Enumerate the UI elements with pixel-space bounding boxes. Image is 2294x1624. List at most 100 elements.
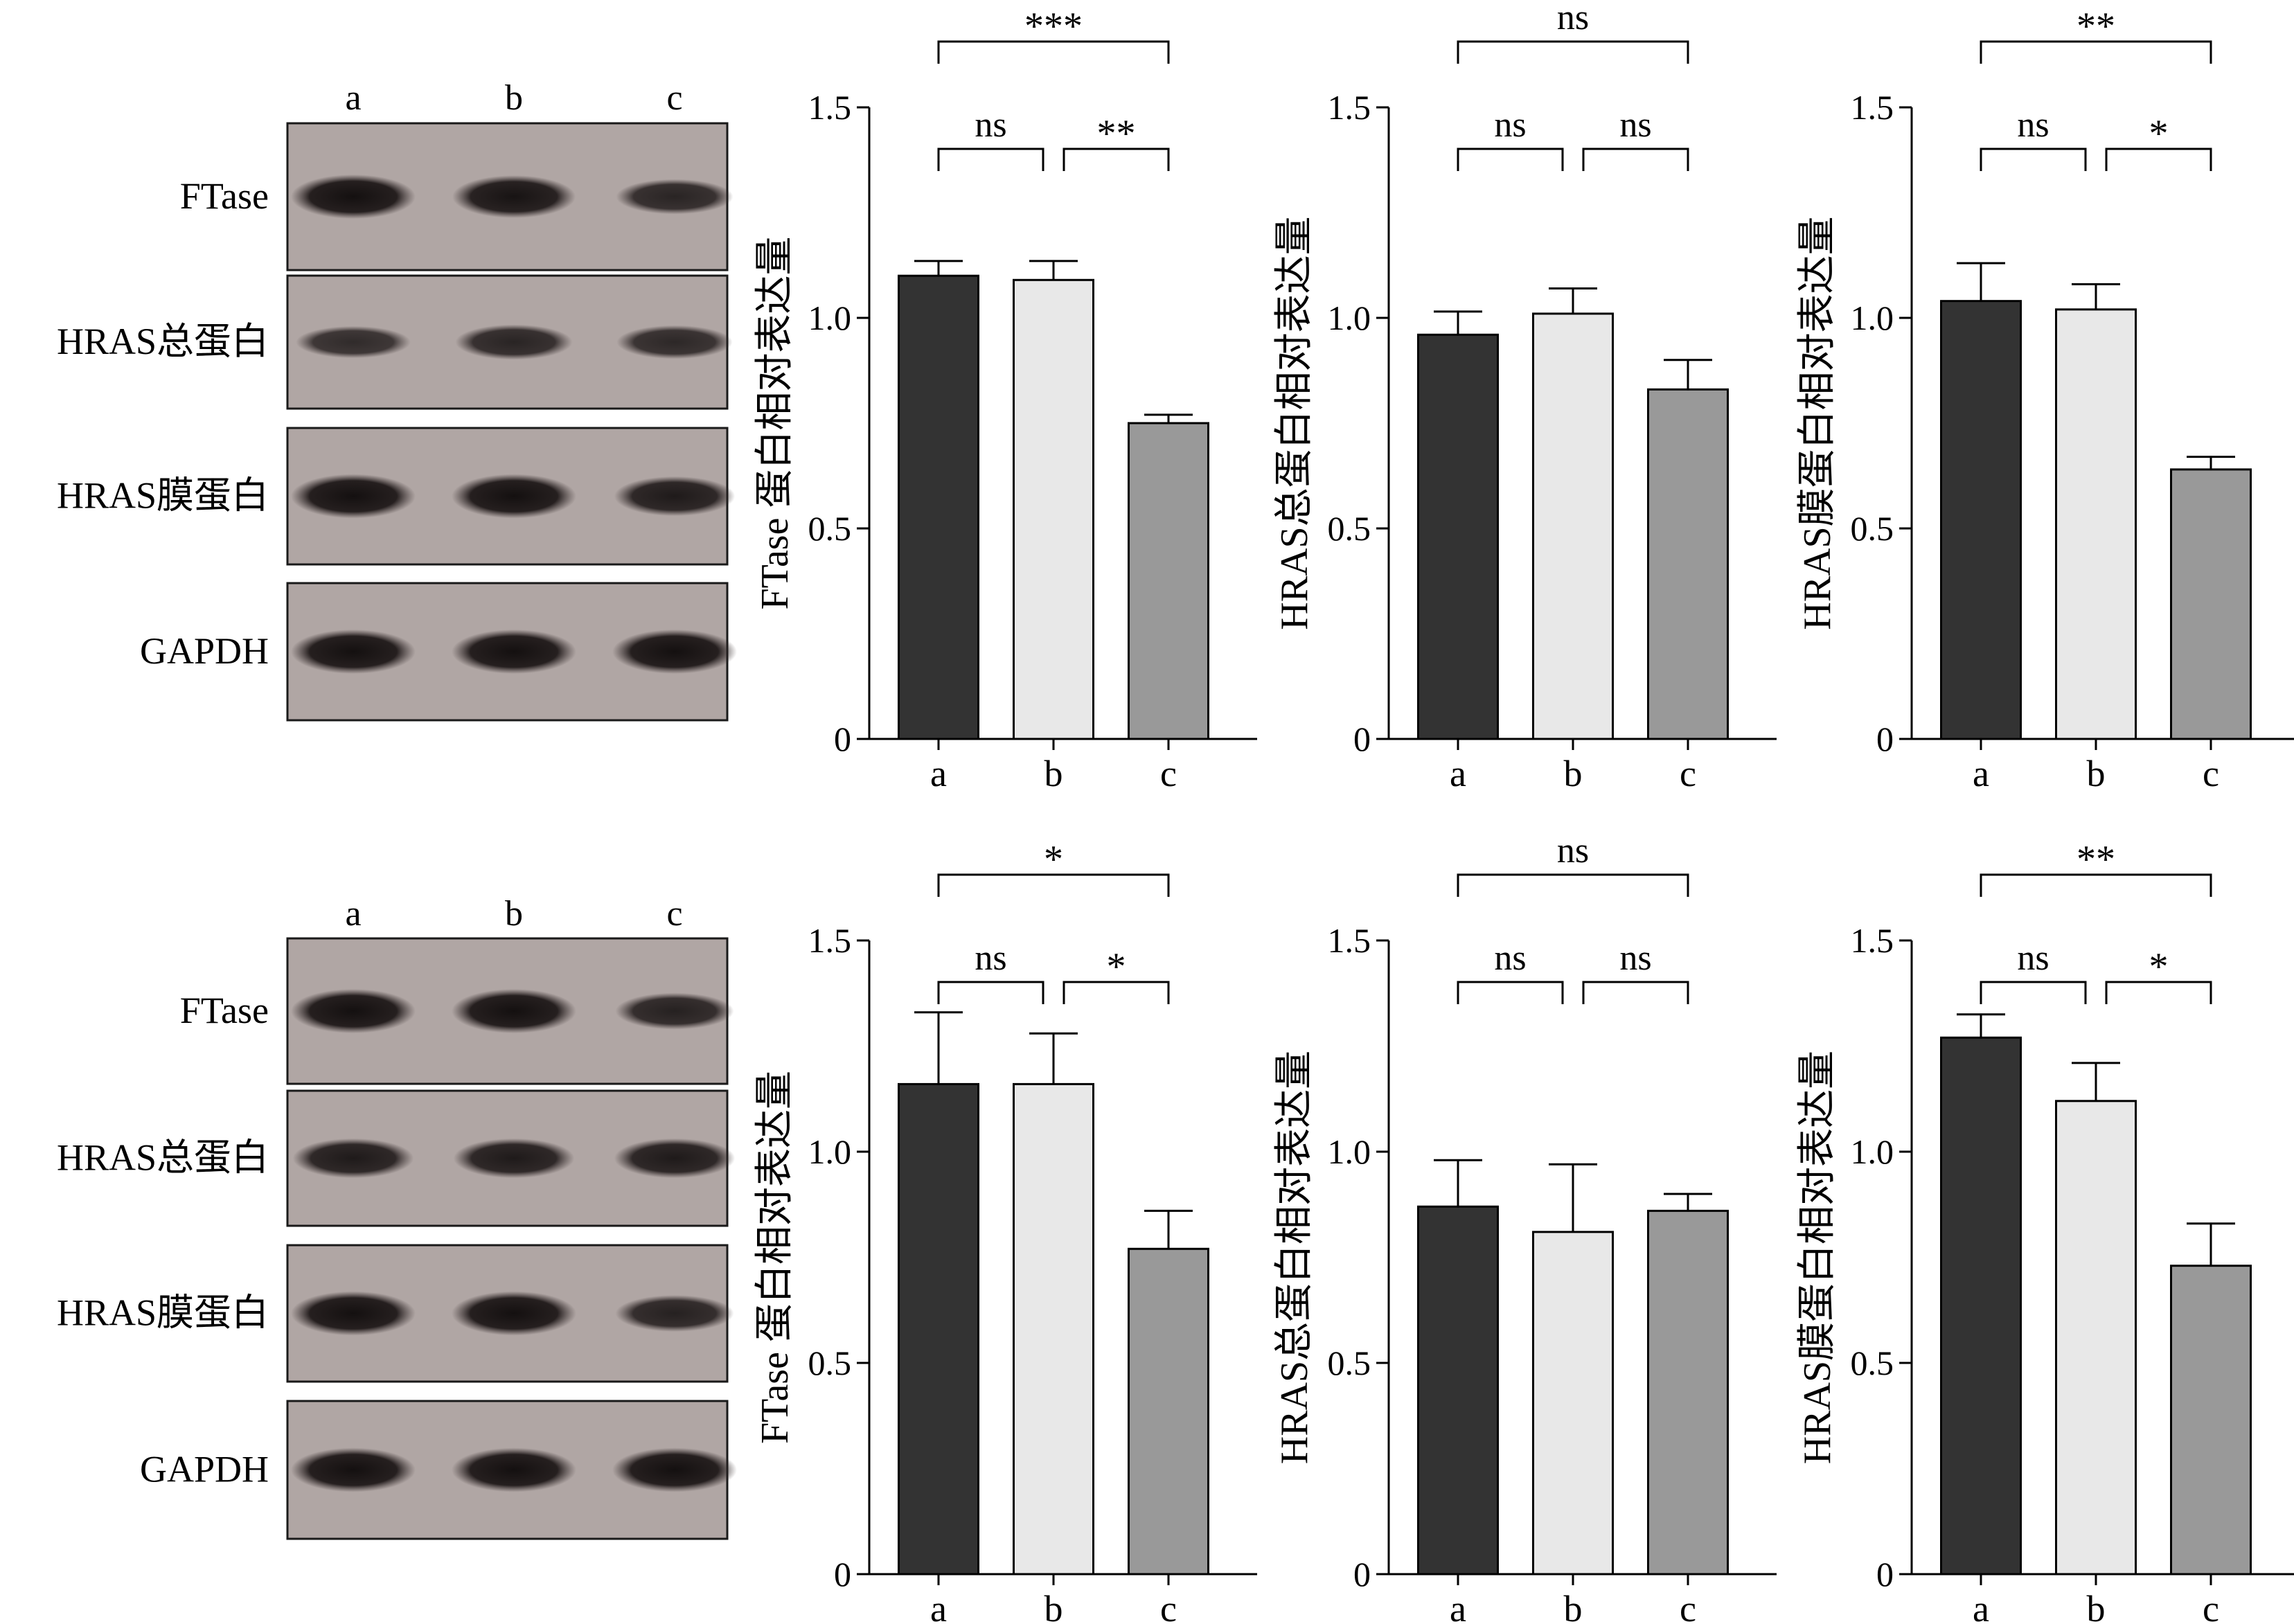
blot-band bbox=[452, 1291, 576, 1336]
blot-band bbox=[612, 1447, 737, 1492]
significance-bracket: ns bbox=[937, 938, 1044, 1004]
y-tick-label: 1.5 bbox=[808, 921, 852, 960]
significance-bracket: ns bbox=[1457, 938, 1564, 1004]
y-tick-label: 1.5 bbox=[1851, 921, 1894, 960]
significance-bracket-line bbox=[937, 40, 1170, 64]
significance-bracket: ** bbox=[1980, 838, 2212, 897]
blot-band bbox=[291, 630, 416, 674]
bar-c bbox=[1128, 1247, 1209, 1576]
bar-c bbox=[2170, 1265, 2252, 1576]
bar-a bbox=[1417, 333, 1499, 740]
blot-band bbox=[615, 992, 734, 1030]
blot-row-label: FTase bbox=[180, 175, 269, 217]
y-tick-label: 1.0 bbox=[1851, 298, 1894, 337]
y-tick-label: 0.5 bbox=[808, 509, 852, 548]
bar-b bbox=[1013, 278, 1094, 740]
western-blot-panel-2: a b c FTase HRAS总蛋白 HRAS膜蛋白 GAPDH bbox=[57, 894, 737, 1540]
y-tick-label: 0.5 bbox=[1851, 1344, 1894, 1382]
x-tick-label: b bbox=[1044, 1588, 1063, 1624]
blot-band bbox=[291, 474, 416, 519]
significance-bracket: *** bbox=[937, 5, 1170, 64]
x-tick-label: b bbox=[1564, 753, 1583, 794]
bar-a bbox=[898, 1082, 979, 1576]
significance-bracket-line bbox=[1980, 148, 2087, 171]
bar-b bbox=[1532, 1231, 1614, 1576]
y-axis-label: FTase 蛋白相对表达量 bbox=[754, 1071, 797, 1444]
bar-b bbox=[2055, 308, 2137, 740]
significance-bracket: * bbox=[2105, 945, 2212, 1004]
significance-bracket: ns bbox=[1582, 105, 1689, 171]
significance-bracket: ns bbox=[1582, 938, 1689, 1004]
y-tick-label: 0 bbox=[834, 1555, 851, 1594]
y-tick-label: 0.5 bbox=[1851, 509, 1894, 548]
blot-band bbox=[455, 324, 573, 360]
blot-band bbox=[453, 1138, 575, 1179]
significance-bracket: ** bbox=[1062, 112, 1170, 171]
y-tick-label: 1.5 bbox=[1328, 88, 1371, 127]
y-tick-label: 1.0 bbox=[1851, 1132, 1894, 1171]
blot-row: GAPDH bbox=[140, 582, 737, 722]
significance-bracket-line bbox=[1457, 148, 1564, 171]
y-tick-label: 0 bbox=[1353, 1555, 1371, 1594]
bar-a bbox=[1940, 1036, 2022, 1576]
bar-b bbox=[2055, 1100, 2137, 1576]
significance-label: ns bbox=[2017, 938, 2049, 978]
significance-label: ** bbox=[2077, 5, 2115, 48]
blot-row-label: HRAS膜蛋白 bbox=[57, 1292, 269, 1334]
blot-lane-label: a bbox=[345, 894, 361, 934]
significance-label: * bbox=[1044, 838, 1063, 881]
blot-row-label: GAPDH bbox=[140, 630, 269, 672]
significance-label: ns bbox=[1494, 938, 1526, 978]
blot-band bbox=[614, 476, 736, 517]
blot-lane-label: c bbox=[666, 894, 682, 934]
blot-band bbox=[452, 175, 576, 218]
blot-lane-label: b bbox=[505, 894, 523, 934]
significance-bracket: ** bbox=[1980, 5, 2212, 64]
significance-bracket-line bbox=[937, 981, 1044, 1004]
significance-label: *** bbox=[1024, 5, 1083, 48]
blot-row-label: HRAS膜蛋白 bbox=[57, 475, 269, 517]
bar-c bbox=[2170, 468, 2252, 740]
x-tick-label: a bbox=[1973, 1588, 1989, 1624]
significance-bracket-line bbox=[1582, 981, 1689, 1004]
bar-a bbox=[1940, 300, 2022, 740]
significance-bracket: ns bbox=[1980, 105, 2087, 171]
blot-lane-label: b bbox=[505, 78, 523, 118]
significance-bracket: ns bbox=[1980, 938, 2087, 1004]
y-tick-label: 1.0 bbox=[808, 1132, 852, 1171]
blot-band bbox=[616, 325, 733, 359]
significance-bracket-line bbox=[1980, 873, 2212, 897]
y-tick-label: 1.5 bbox=[808, 88, 852, 127]
y-tick-label: 0.5 bbox=[808, 1344, 852, 1382]
x-tick-label: c bbox=[2203, 1588, 2219, 1624]
blot-lane-label: a bbox=[345, 78, 361, 118]
x-tick-label: b bbox=[2087, 753, 2106, 794]
significance-bracket: ns bbox=[1457, 105, 1564, 171]
significance-bracket-line bbox=[937, 148, 1044, 171]
y-axis-label: HRAS膜蛋白相对表达量 bbox=[1796, 1051, 1839, 1464]
significance-label: * bbox=[2149, 112, 2169, 155]
y-tick-label: 1.0 bbox=[1328, 298, 1371, 337]
y-tick-label: 1.5 bbox=[1328, 921, 1371, 960]
blot-row: HRAS总蛋白 bbox=[57, 274, 733, 410]
blot-band bbox=[452, 630, 576, 674]
y-tick-label: 0.5 bbox=[1328, 1344, 1371, 1382]
y-tick-label: 1.0 bbox=[1328, 1132, 1371, 1171]
significance-bracket-line bbox=[1457, 981, 1564, 1004]
significance-bracket: ns bbox=[1457, 831, 1689, 897]
y-tick-label: 0 bbox=[1353, 720, 1371, 758]
y-axis-label: HRAS总蛋白相对表达量 bbox=[1273, 1051, 1316, 1464]
blot-band bbox=[296, 325, 411, 359]
bar-a bbox=[898, 274, 979, 740]
significance-bracket: * bbox=[937, 838, 1170, 897]
blot-row: HRAS总蛋白 bbox=[57, 1089, 736, 1227]
bar-chart-5: 0 0.5 1.0 1.5 HRAS总蛋白相对表达量 a b c ns ns ns bbox=[1273, 831, 1777, 1624]
bar-b bbox=[1013, 1082, 1094, 1576]
y-tick-label: 0.5 bbox=[1328, 509, 1371, 548]
blot-lane-label: c bbox=[666, 78, 682, 118]
significance-bracket-line bbox=[1457, 873, 1689, 897]
